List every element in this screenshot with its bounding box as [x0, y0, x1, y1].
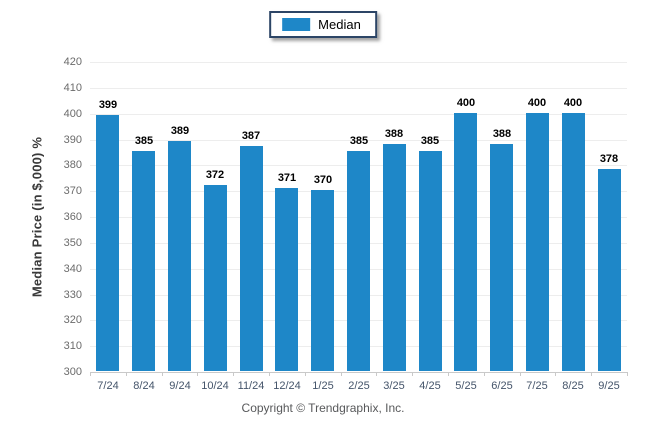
bar-value-label: 388	[492, 128, 512, 140]
bar-value-label: 389	[170, 125, 190, 137]
y-tick-label: 370	[63, 185, 82, 197]
y-tick-label: 310	[63, 340, 82, 352]
x-tick-mark	[126, 372, 127, 376]
bar[interactable]	[168, 141, 191, 371]
y-tick-label: 340	[63, 263, 82, 275]
x-axis-line	[90, 372, 627, 373]
bar-value-label: 387	[241, 130, 261, 142]
gridline	[90, 114, 627, 115]
bar[interactable]	[347, 151, 370, 371]
bar-value-label: 372	[205, 169, 225, 181]
x-tick-label: 2/25	[348, 380, 370, 392]
bar[interactable]	[240, 146, 263, 371]
y-tick-label: 390	[63, 134, 82, 146]
bar[interactable]	[204, 185, 227, 371]
x-tick-mark	[269, 372, 270, 376]
x-tick-label: 7/24	[97, 380, 119, 392]
bar-value-label: 400	[563, 97, 583, 109]
bar[interactable]	[419, 151, 442, 371]
legend-label: Median	[318, 17, 361, 32]
bar[interactable]	[383, 144, 406, 371]
gridline	[90, 62, 627, 63]
bar-value-label: 371	[277, 172, 297, 184]
y-tick-label: 420	[63, 56, 82, 68]
x-tick-label: 8/25	[562, 380, 584, 392]
bar[interactable]	[311, 190, 334, 371]
bar-value-label: 400	[456, 97, 476, 109]
bar[interactable]	[526, 113, 549, 371]
x-tick-label: 12/24	[273, 380, 301, 392]
bar[interactable]	[562, 113, 585, 371]
x-tick-label: 9/25	[598, 380, 620, 392]
x-tick-mark	[162, 372, 163, 376]
x-tick-mark	[627, 372, 628, 376]
bar-value-label: 385	[420, 135, 440, 147]
legend-swatch-icon	[282, 18, 311, 31]
x-tick-mark	[90, 372, 91, 376]
x-tick-mark	[520, 372, 521, 376]
copyright-text: Copyright © Trendgraphix, Inc.	[241, 401, 405, 415]
x-tick-mark	[555, 372, 556, 376]
x-tick-mark	[412, 372, 413, 376]
x-tick-label: 5/25	[455, 380, 477, 392]
y-tick-label: 400	[63, 108, 82, 120]
x-tick-mark	[197, 372, 198, 376]
x-tick-mark	[305, 372, 306, 376]
bar[interactable]	[454, 113, 477, 371]
bar-value-label: 388	[384, 128, 404, 140]
x-tick-label: 1/25	[312, 380, 334, 392]
bar-value-label: 400	[527, 97, 547, 109]
y-tick-label: 410	[63, 82, 82, 94]
y-tick-label: 330	[63, 289, 82, 301]
y-tick-label: 320	[63, 314, 82, 326]
x-tick-mark	[341, 372, 342, 376]
bar-value-label: 385	[349, 135, 369, 147]
x-tick-mark	[376, 372, 377, 376]
bar[interactable]	[490, 144, 513, 371]
x-tick-mark	[484, 372, 485, 376]
x-tick-label: 10/24	[201, 380, 229, 392]
bar-value-label: 370	[313, 174, 333, 186]
bar-value-label: 385	[134, 135, 154, 147]
bar[interactable]	[132, 151, 155, 371]
y-tick-label: 360	[63, 211, 82, 223]
bar[interactable]	[96, 115, 119, 371]
bar-value-label: 399	[98, 99, 118, 111]
plot-area: 420 410 400 390 380 370 360 350 340 330 320 310 300 3…	[64, 56, 628, 392]
gridline	[90, 140, 627, 141]
x-tick-label: 8/24	[133, 380, 155, 392]
y-tick-label: 350	[63, 237, 82, 249]
legend[interactable]: Median	[269, 11, 377, 38]
x-tick-label: 9/24	[169, 380, 191, 392]
x-tick-label: 3/25	[383, 380, 405, 392]
x-tick-mark	[448, 372, 449, 376]
bar[interactable]	[275, 188, 298, 371]
bar-value-label: 378	[599, 153, 619, 165]
x-tick-mark	[233, 372, 234, 376]
x-tick-mark	[591, 372, 592, 376]
bar[interactable]	[598, 169, 621, 371]
gridline	[90, 88, 627, 89]
y-tick-label: 380	[63, 159, 82, 171]
x-tick-label: 6/25	[491, 380, 513, 392]
x-tick-label: 4/25	[419, 380, 441, 392]
x-tick-label: 11/24	[237, 380, 265, 392]
y-tick-label: 300	[63, 366, 82, 378]
x-tick-label: 7/25	[526, 380, 548, 392]
